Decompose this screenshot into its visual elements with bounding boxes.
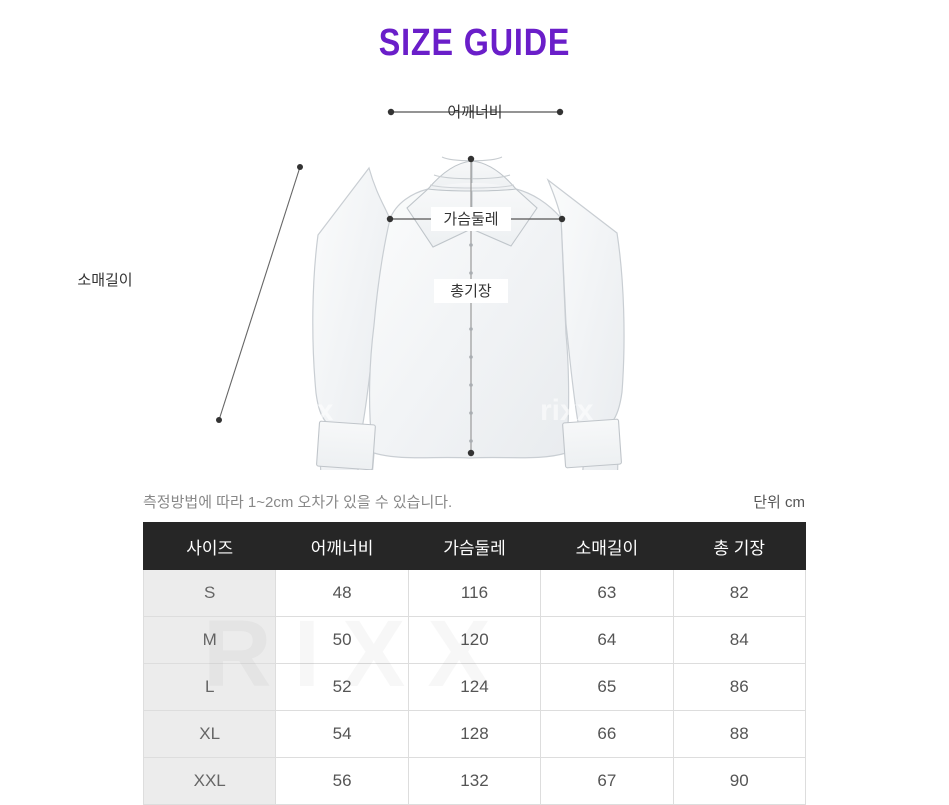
svg-text:어깨너비: 어깨너비: [447, 104, 502, 121]
svg-text:rixx: rixx: [540, 394, 594, 427]
svg-text:소매길이: 소매길이: [77, 272, 132, 289]
svg-text:가슴둘레: 가슴둘레: [443, 211, 498, 228]
svg-text:총기장: 총기장: [450, 283, 492, 300]
svg-text:rixx: rixx: [280, 394, 334, 427]
